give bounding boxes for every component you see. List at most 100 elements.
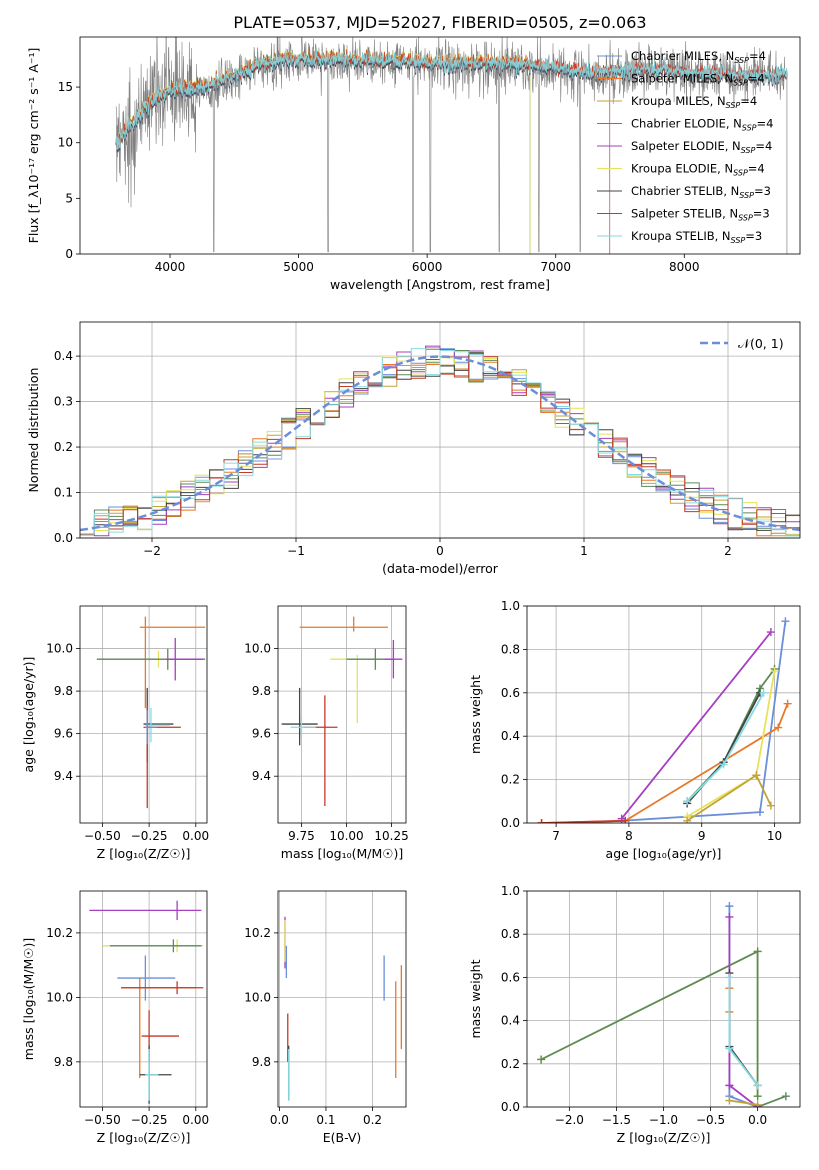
x-tick-label: 8 [625, 829, 633, 843]
axes-frame [277, 605, 407, 824]
x-tick-label: 7 [552, 829, 560, 843]
weight-marker [753, 1092, 762, 1101]
x-axis-label: mass [log₁₀(M/M☉)] [281, 846, 403, 861]
x-tick-label: −2.0 [555, 1113, 584, 1127]
panel-age_vs_Z: −0.50 −0.25 0.00 9.4 9.6 9.8 10.0 Z [log₁₀(Z/Z☉… [21, 605, 209, 861]
weight-marker [752, 771, 761, 780]
weight-marker [755, 808, 764, 817]
y-tick-label: 0.3 [54, 395, 73, 409]
weight-marker [617, 814, 626, 823]
y-tick-label: 0.8 [501, 642, 520, 656]
x-tick-label: −1.0 [649, 1113, 678, 1127]
plot-area [115, 37, 788, 254]
axes-frame [79, 36, 801, 255]
x-tick-label: −0.5 [696, 1113, 725, 1127]
x-tick-label: 6000 [412, 260, 443, 274]
panel-spectrum: 4000 5000 6000 7000 8000 0 5 10 15 wavelength [An… [26, 36, 801, 292]
y-tick-label: 9.8 [54, 684, 73, 698]
weight-marker [725, 912, 734, 921]
legend-label: Salpeter MILES, NSSP=4 [631, 72, 765, 88]
x-tick-label: 9 [698, 829, 706, 843]
x-tick-label: −1 [287, 544, 305, 558]
weight-marker [719, 760, 728, 769]
weight-marker [725, 1081, 734, 1090]
weight-marker [725, 902, 734, 911]
errorbar-point [290, 716, 316, 738]
x-tick-label: −0.50 [84, 1113, 121, 1127]
y-tick-label: 0.4 [54, 349, 73, 363]
y-tick-label: 0 [65, 247, 73, 261]
y-tick-label: 1.0 [501, 599, 520, 613]
legend-label: Kroupa MILES, NSSP=4 [631, 94, 757, 110]
errorbar-point [89, 900, 202, 921]
weight-line [540, 950, 759, 1097]
x-tick-label: 0.00 [182, 1113, 209, 1127]
y-tick-label: 0.4 [501, 1014, 520, 1028]
x-tick-label: 0 [436, 544, 444, 558]
grid [278, 606, 406, 823]
errorbar-point [281, 687, 318, 746]
y-tick-label: 10.0 [46, 990, 73, 1004]
weight-line [620, 631, 772, 820]
x-tick-label: 9.75 [288, 829, 315, 843]
weight-marker [766, 628, 775, 637]
x-tick-label: 0.1 [316, 1113, 335, 1127]
y-tick-label: 10.2 [46, 926, 73, 940]
y-tick-label: 0.2 [501, 1057, 520, 1071]
legend: 𝒩(0, 1) [700, 336, 784, 351]
x-axis-label: Z [log₁₀(Z/Z☉)] [97, 1130, 191, 1145]
y-axis-label: mass weight [468, 675, 483, 754]
x-tick-label: −0.25 [131, 1113, 168, 1127]
errorbar-point [117, 955, 176, 1001]
plot-area [96, 616, 206, 809]
model-spectrum [115, 48, 788, 254]
legend-label: Salpeter ELODIE, NSSP=4 [631, 139, 772, 155]
weight-marker [781, 617, 790, 626]
x-tick-label: 10.00 [329, 829, 363, 843]
errorbar-point [109, 939, 202, 953]
y-axis-label: mass [log₁₀(M/M☉)] [21, 938, 36, 1060]
panel-residuals: −2 −1 0 1 2 0.0 0.1 0.2 0.3 0.4 (data-model)/error… [26, 321, 801, 576]
weight-marker [759, 688, 768, 697]
axes-frame [526, 890, 801, 1108]
panel-mass_vs_Z: −0.50 −0.25 0.00 9.8 10.0 10.2 Z [log₁₀(Z/Z☉)]… [21, 890, 209, 1145]
weight-marker [537, 1055, 546, 1064]
x-tick-label: 1 [580, 544, 588, 558]
legend-label: Kroupa ELODIE, NSSP=4 [631, 162, 765, 178]
weight-marker [725, 1096, 734, 1105]
weight-marker [753, 947, 762, 956]
x-tick-label: 8000 [669, 260, 700, 274]
y-axis-label: Flux [f_λ10⁻¹⁷ erg cm⁻² s⁻¹ A⁻¹] [26, 48, 41, 244]
legend-label: Chabrier STELIB, NSSP=3 [631, 184, 771, 200]
y-tick-label: 10.0 [244, 642, 271, 656]
weight-marker [537, 819, 546, 823]
panel-mass_vs_ebv: 0.0 0.1 0.2 9.8 10.0 10.2 E(B-V) [244, 890, 407, 1145]
y-tick-label: 0.4 [501, 729, 520, 743]
errorbar-point [141, 1010, 179, 1062]
errorbar-point [121, 978, 196, 1078]
weight-line [728, 977, 759, 1086]
axes-frame [79, 321, 801, 539]
x-axis-label: Z [log₁₀(Z/Z☉)] [617, 1130, 711, 1145]
x-tick-label: 0.0 [748, 1113, 767, 1127]
y-tick-label: 9.6 [54, 727, 73, 741]
y-tick-label: 10.2 [244, 926, 271, 940]
y-tick-label: 0.1 [54, 486, 73, 500]
y-tick-label: 15 [58, 80, 73, 94]
y-tick-label: 0.8 [501, 927, 520, 941]
errorbar-point [139, 616, 206, 709]
legend-label: Salpeter STELIB, NSSP=3 [631, 207, 770, 223]
legend-label: 𝒩(0, 1) [738, 336, 784, 351]
panel-weight_vs_age: 7 8 9 10 0.0 0.2 0.4 0.6 0.8 1.0 age [log₁₀(age/yr… [468, 599, 801, 861]
y-axis-label: mass weight [468, 959, 483, 1038]
weight-line [540, 950, 759, 1097]
weight-marker [683, 816, 692, 823]
x-axis-label: age [log₁₀(age/yr)] [606, 846, 722, 861]
x-tick-label: 10.25 [374, 829, 408, 843]
axes-frame [277, 890, 407, 1108]
x-tick-label: 10 [767, 829, 782, 843]
y-tick-label: 9.4 [54, 769, 73, 783]
axes-frame [526, 605, 801, 824]
y-tick-label: 10.0 [46, 642, 73, 656]
weight-marker [725, 973, 734, 982]
